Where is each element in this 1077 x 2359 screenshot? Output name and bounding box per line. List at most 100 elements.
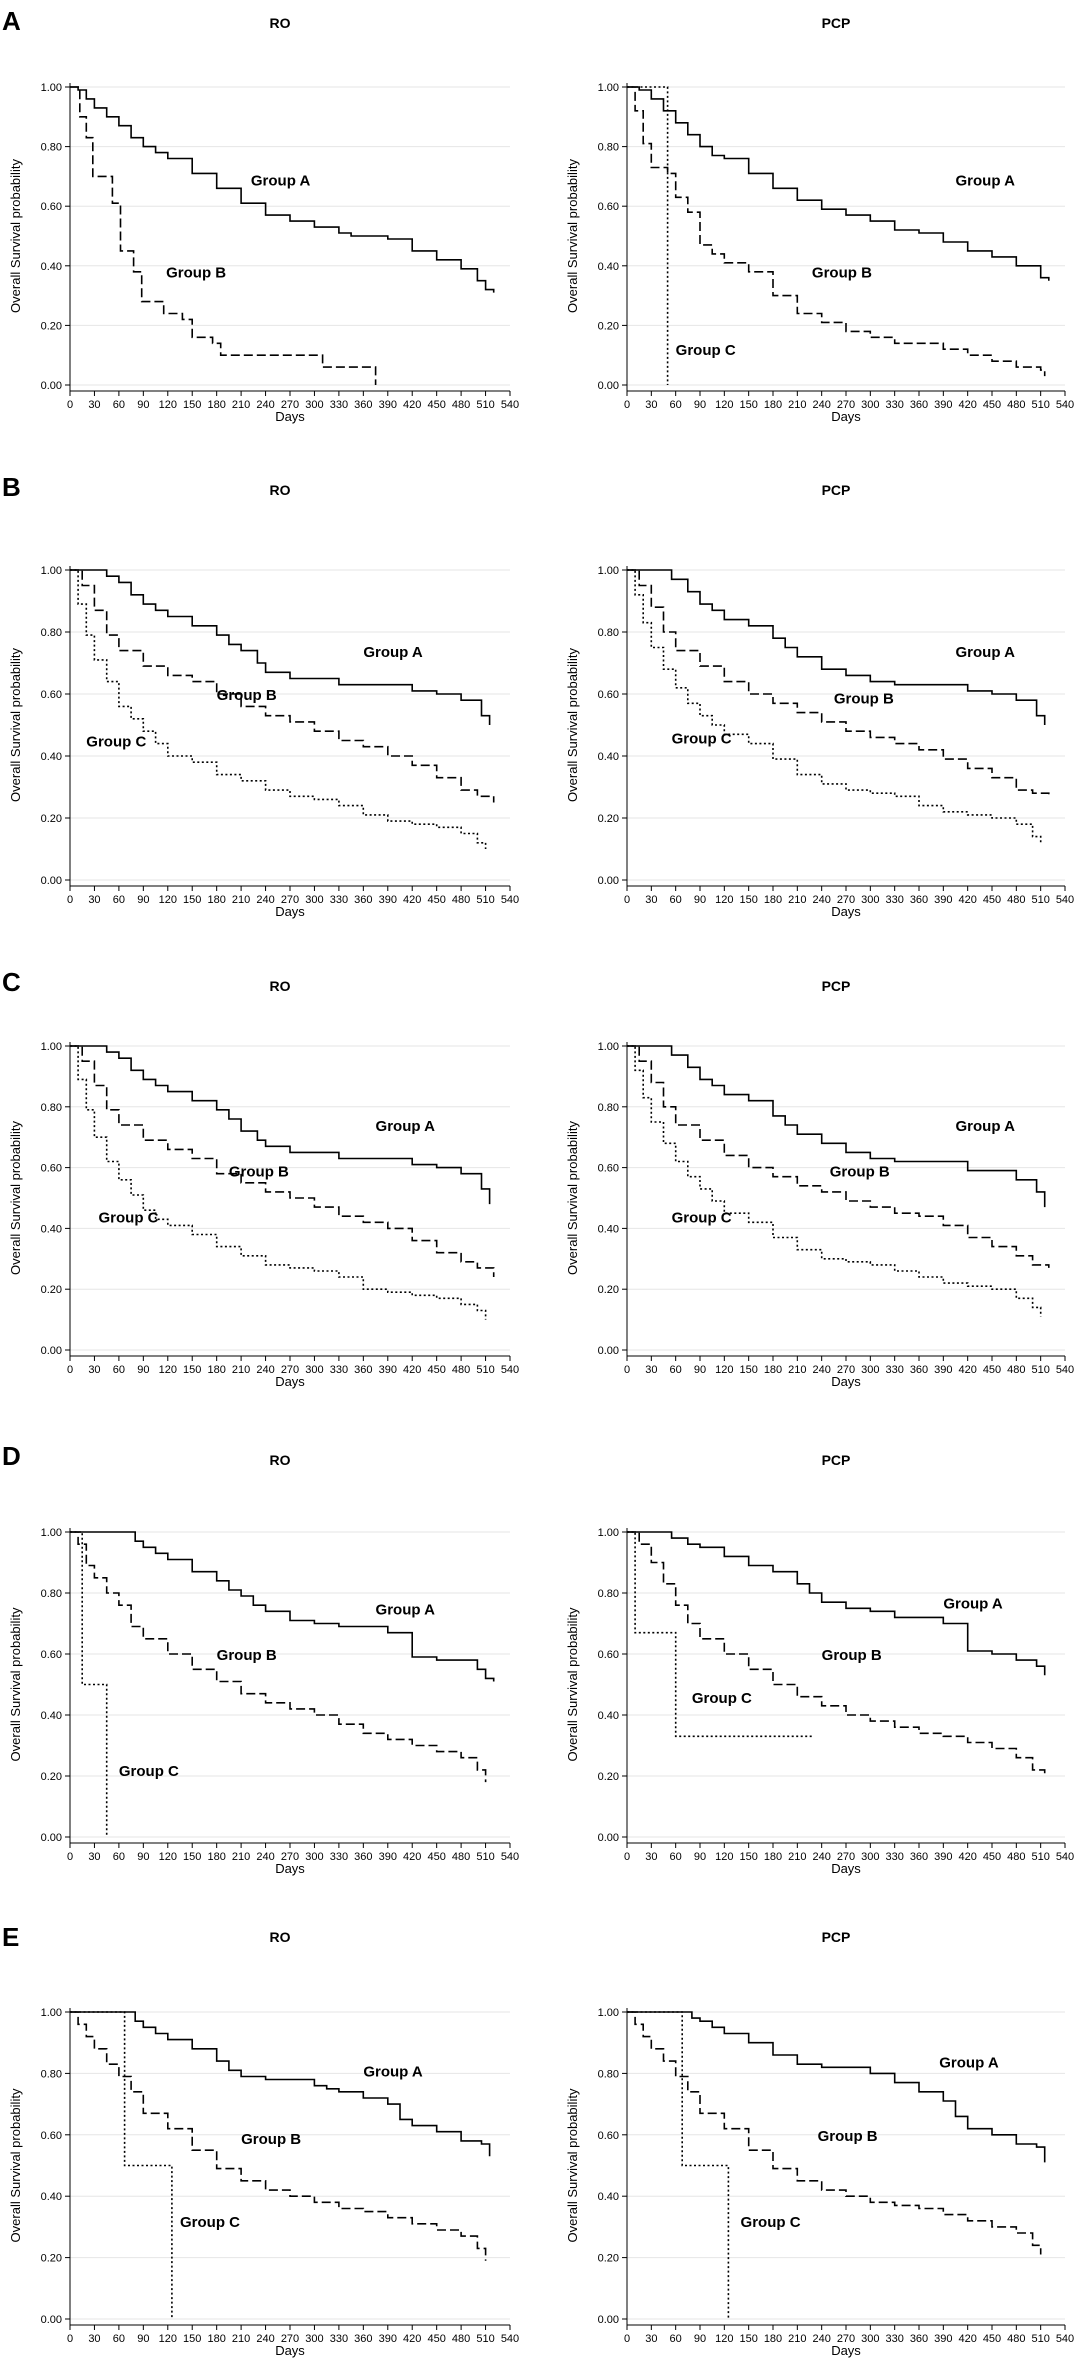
y-tick-label: 0.20 (41, 2253, 62, 2265)
x-tick-label: 90 (694, 894, 706, 906)
x-tick-label: 450 (427, 1851, 445, 1863)
x-tick-label: 180 (207, 1851, 225, 1863)
survival-curve-group-a (627, 86, 1050, 281)
x-tick-label: 360 (354, 1851, 372, 1863)
panel-letter: D (2, 1441, 21, 1471)
x-tick-label: 240 (256, 1851, 274, 1863)
x-axis-label: Days (831, 904, 861, 919)
y-axis-label: Overall Survival probability (8, 159, 23, 313)
survival-curve-group-b (627, 1045, 1050, 1268)
y-tick-label: 0.60 (598, 2130, 619, 2142)
survival-curve-group-b (70, 1045, 495, 1277)
y-tick-label: 0.60 (41, 2130, 62, 2142)
x-tick-label: 210 (232, 399, 250, 411)
y-tick-label: 0.80 (41, 2068, 62, 2080)
x-tick-label: 240 (256, 2333, 274, 2345)
survival-curve-group-a (70, 1531, 495, 1682)
x-tick-label: 510 (1031, 894, 1049, 906)
series-label-group-c: Group C (99, 1209, 159, 1226)
y-tick-label: 0.00 (598, 1345, 619, 1357)
x-tick-label: 60 (113, 1364, 125, 1376)
y-tick-label: 1.00 (41, 82, 62, 94)
x-axis-label: Days (831, 409, 861, 424)
x-tick-label: 390 (934, 2333, 952, 2345)
x-tick-label: 390 (379, 399, 397, 411)
y-tick-label: 0.40 (41, 261, 62, 273)
x-tick-label: 360 (354, 1364, 372, 1376)
series-label-group-a: Group A (956, 644, 1016, 661)
series-label-group-b: Group B (830, 1164, 890, 1181)
x-tick-label: 540 (501, 894, 519, 906)
x-tick-label: 390 (379, 1364, 397, 1376)
x-tick-label: 300 (861, 399, 879, 411)
x-tick-label: 300 (305, 399, 323, 411)
series-label-group-c: Group C (672, 1209, 732, 1226)
x-tick-label: 390 (934, 399, 952, 411)
x-tick-label: 300 (861, 1364, 879, 1376)
x-tick-label: 330 (885, 1364, 903, 1376)
x-tick-label: 120 (159, 894, 177, 906)
y-tick-label: 0.20 (41, 1284, 62, 1296)
y-tick-label: 0.80 (41, 1102, 62, 1114)
x-tick-label: 120 (715, 1851, 733, 1863)
x-tick-label: 60 (670, 1851, 682, 1863)
y-tick-label: 0.60 (598, 201, 619, 213)
x-tick-label: 120 (715, 2333, 733, 2345)
x-tick-label: 240 (812, 894, 830, 906)
x-tick-label: 90 (137, 1364, 149, 1376)
y-tick-label: 0.00 (598, 2314, 619, 2326)
survival-curve-group-c (627, 2011, 730, 2319)
chart-panel-b-ro: B RO 0.00 0.20 0.40 0.60 0.80 1.00 0 30 60 90 120 150… (2, 472, 519, 919)
x-tick-label: 120 (715, 894, 733, 906)
y-tick-label: 1.00 (598, 1527, 619, 1539)
series-label-group-b: Group B (217, 1647, 277, 1664)
panel-letter: B (2, 472, 21, 502)
chart-title: PCP (822, 482, 851, 498)
x-tick-label: 480 (452, 399, 470, 411)
y-tick-label: 0.80 (598, 2068, 619, 2080)
x-tick-label: 510 (1031, 1364, 1049, 1376)
y-tick-label: 0.20 (41, 320, 62, 332)
y-tick-label: 1.00 (41, 1041, 62, 1053)
series-label-group-a: Group A (956, 172, 1016, 189)
x-axis-label: Days (275, 904, 305, 919)
x-tick-label: 330 (885, 1851, 903, 1863)
x-tick-label: 510 (1031, 399, 1049, 411)
y-tick-label: 0.20 (41, 813, 62, 825)
x-tick-label: 30 (645, 1364, 657, 1376)
x-tick-label: 30 (88, 1364, 100, 1376)
x-tick-label: 420 (403, 894, 421, 906)
y-tick-label: 0.80 (41, 1588, 62, 1600)
x-tick-label: 210 (788, 894, 806, 906)
x-tick-label: 450 (983, 894, 1001, 906)
y-tick-label: 0.20 (598, 813, 619, 825)
x-tick-label: 480 (452, 894, 470, 906)
x-tick-label: 120 (159, 399, 177, 411)
x-tick-label: 180 (207, 2333, 225, 2345)
chart-title: RO (270, 1929, 291, 1945)
survival-curve-group-c (627, 1531, 814, 1738)
x-tick-label: 60 (670, 1364, 682, 1376)
series-label-group-b: Group B (241, 2131, 301, 2148)
x-tick-label: 180 (764, 2333, 782, 2345)
x-tick-label: 60 (670, 399, 682, 411)
survival-curve-group-c (70, 1045, 487, 1320)
y-tick-label: 0.20 (598, 1284, 619, 1296)
x-tick-label: 270 (281, 1364, 299, 1376)
x-tick-label: 270 (837, 399, 855, 411)
x-tick-label: 480 (1007, 399, 1025, 411)
x-tick-label: 450 (983, 399, 1001, 411)
y-tick-label: 0.20 (41, 1771, 62, 1783)
y-tick-label: 0.20 (598, 1771, 619, 1783)
x-tick-label: 150 (183, 2333, 201, 2345)
x-tick-label: 90 (137, 1851, 149, 1863)
series-label-group-b: Group B (166, 265, 226, 282)
y-tick-label: 0.40 (598, 2191, 619, 2203)
x-tick-label: 450 (983, 1364, 1001, 1376)
x-tick-label: 180 (764, 399, 782, 411)
x-tick-label: 510 (476, 1364, 494, 1376)
x-tick-label: 330 (330, 1851, 348, 1863)
x-tick-label: 240 (256, 1364, 274, 1376)
x-tick-label: 450 (427, 1364, 445, 1376)
x-tick-label: 210 (788, 1364, 806, 1376)
